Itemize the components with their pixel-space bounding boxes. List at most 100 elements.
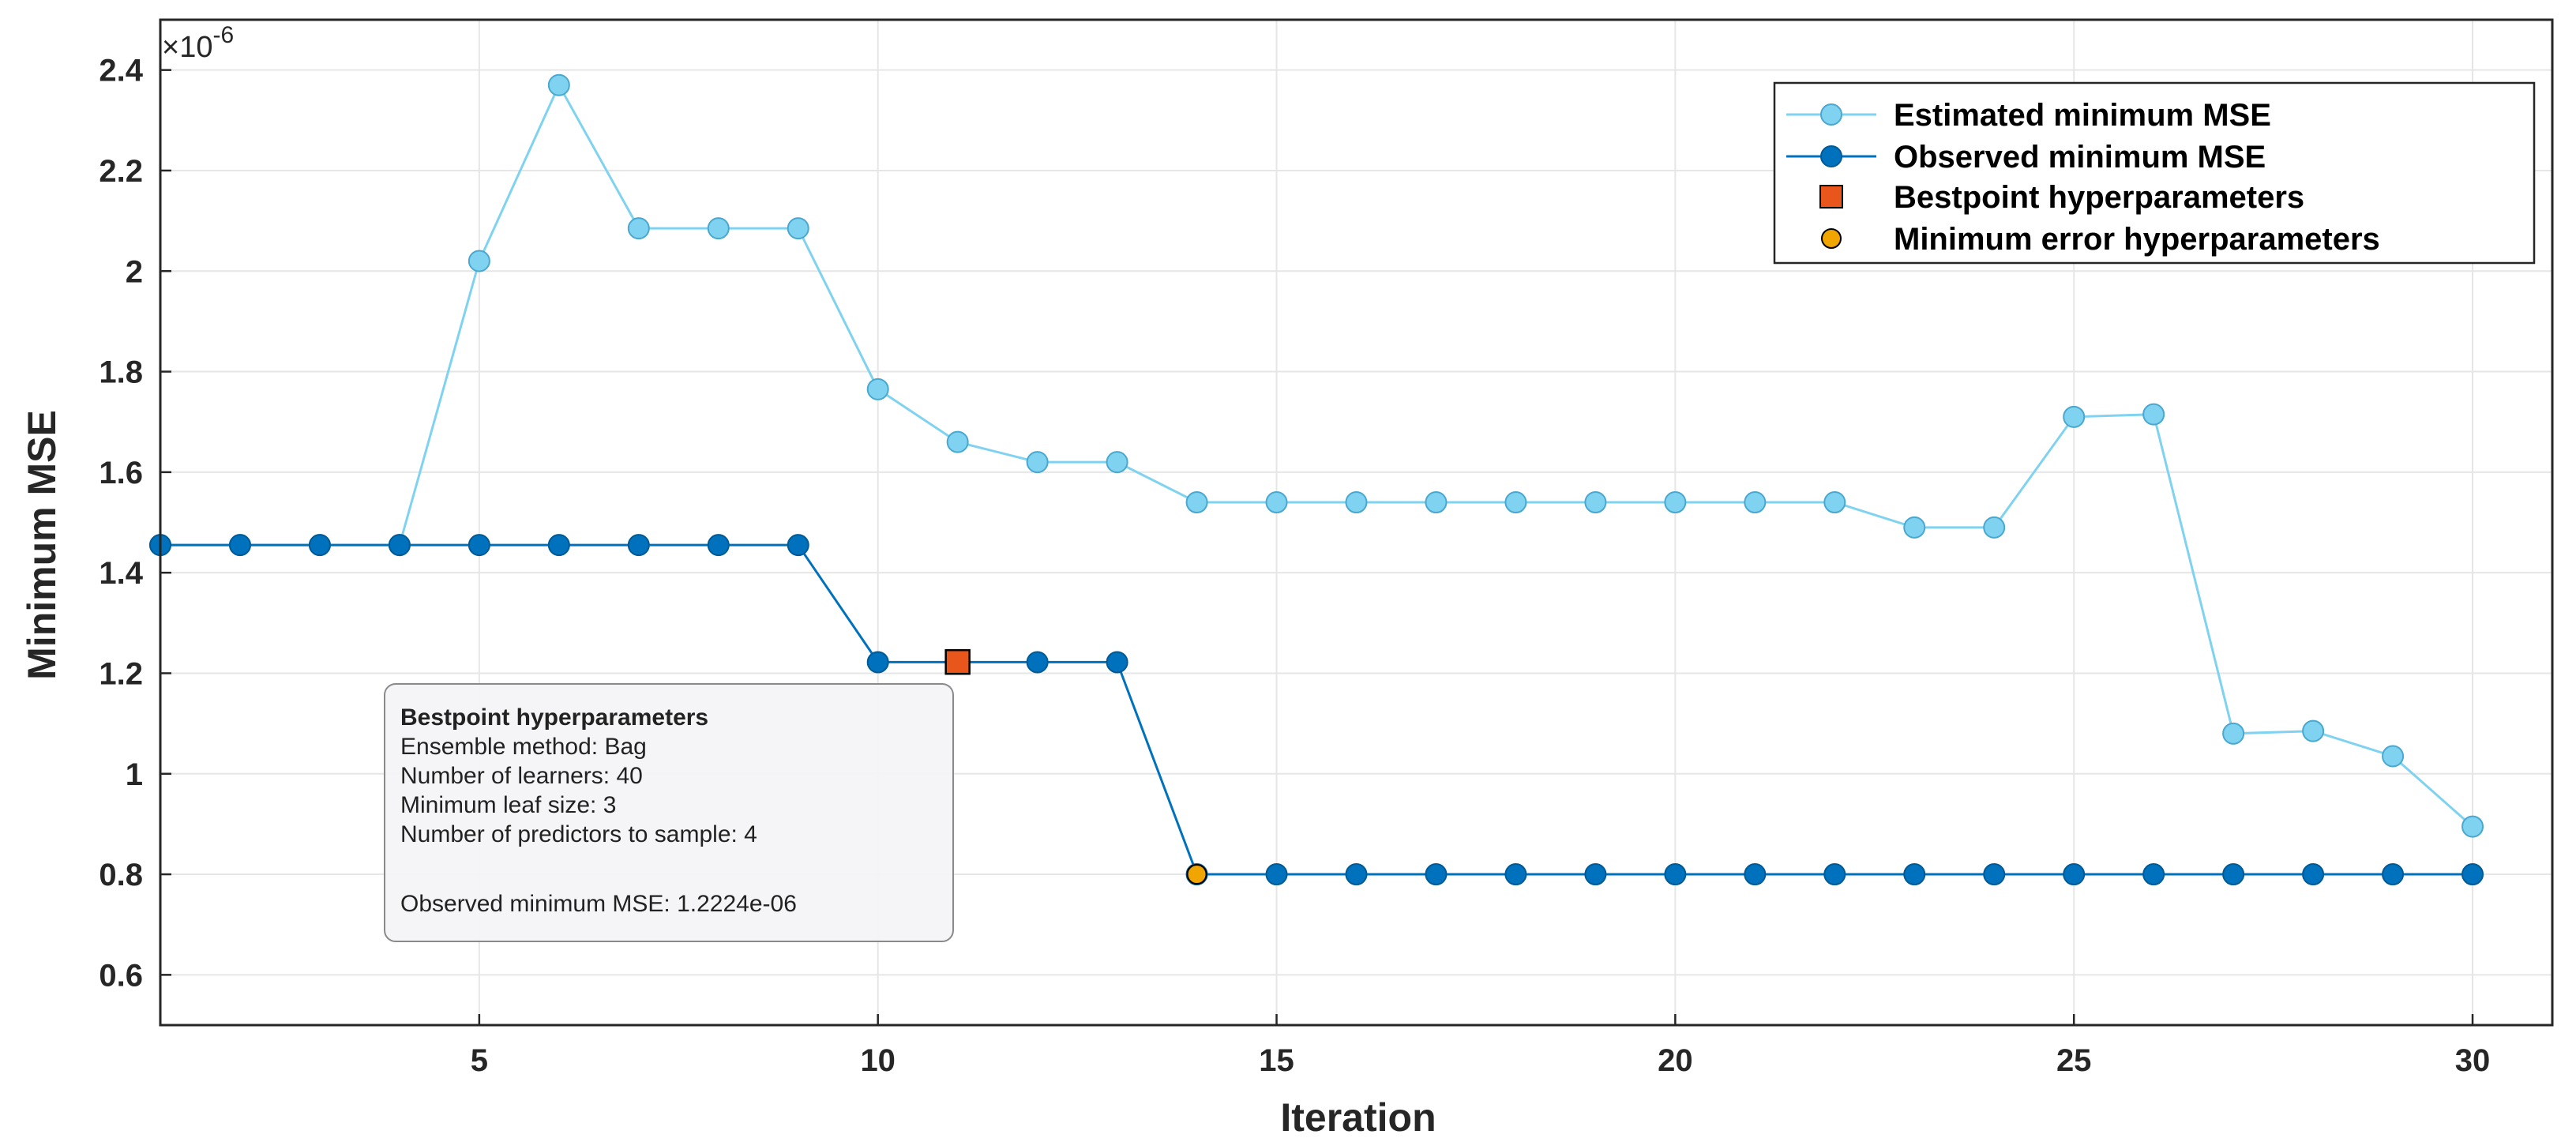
series-points xyxy=(149,73,2484,886)
y-tick-label: 1.2 xyxy=(99,656,143,691)
x-tick-label: 25 xyxy=(2056,1043,2092,1078)
point-estimated xyxy=(1185,491,1208,514)
point-estimated xyxy=(627,217,650,240)
y-tick-label: 2.2 xyxy=(99,154,143,189)
datatip-line: Minimum leaf size: 3 xyxy=(400,792,616,818)
point-estimated xyxy=(2222,722,2245,745)
point-observed xyxy=(1903,863,1926,886)
y-ticks: 0.6 0.8 1 1.2 1.4 1.6 1.8 2 2.2 2.4 xyxy=(99,54,171,993)
legend-label-minerror: Minimum error hyperparameters xyxy=(1894,222,2380,257)
datatip-line: Observed minimum MSE: 1.2224e-06 xyxy=(400,891,797,917)
point-observed xyxy=(1823,863,1846,886)
series-line-observed xyxy=(160,543,2473,876)
series-lines xyxy=(160,82,2473,876)
y-tick-label: 2 xyxy=(126,254,143,289)
point-estimated xyxy=(1664,491,1687,514)
datatip-line: Number of learners: 40 xyxy=(400,763,643,789)
point-estimated xyxy=(1504,491,1527,514)
point-estimated xyxy=(1744,491,1767,514)
x-tick-label: 10 xyxy=(860,1043,896,1078)
point-observed xyxy=(1504,863,1527,886)
legend-label-estimated: Estimated minimum MSE xyxy=(1894,98,2271,133)
legend-box xyxy=(1773,81,2536,265)
y-tick-label: 1.6 xyxy=(99,456,143,490)
point-estimated xyxy=(1584,491,1607,514)
point-observed xyxy=(1744,863,1767,886)
point-observed xyxy=(1425,863,1448,886)
y-tick-label: 1 xyxy=(126,757,143,792)
x-tick-label: 5 xyxy=(471,1043,488,1078)
legend: Estimated minimum MSE Observed minimum M… xyxy=(1773,81,2536,265)
y-tick-label: 0.8 xyxy=(99,858,143,892)
y-tick-label: 0.6 xyxy=(99,958,143,993)
point-observed xyxy=(627,534,650,557)
point-observed xyxy=(2382,863,2405,886)
datatip-line: Ensemble method: Bag xyxy=(400,734,647,760)
x-tick-label: 30 xyxy=(2455,1043,2491,1078)
point-estimated xyxy=(1265,491,1288,514)
special-markers xyxy=(944,648,1207,885)
legend-label-bestpoint: Bestpoint hyperparameters xyxy=(1894,180,2304,215)
y-multiplier: ×10-6 xyxy=(162,22,234,64)
point-observed xyxy=(2142,863,2165,886)
legend-label-observed: Observed minimum MSE xyxy=(1894,140,2266,175)
y-axis-label: Minimum MSE xyxy=(20,410,64,680)
point-observed xyxy=(1664,863,1687,886)
legend-marker-bestpoint xyxy=(1819,185,1843,208)
point-estimated xyxy=(1106,451,1128,474)
y-tick-label: 2.4 xyxy=(99,54,143,88)
datatip: Bestpoint hyperparameters Ensemble metho… xyxy=(384,683,954,942)
point-observed xyxy=(707,534,730,557)
point-observed xyxy=(308,534,331,557)
point-observed xyxy=(547,534,570,557)
point-observed xyxy=(787,534,809,557)
series-line-estimated xyxy=(160,82,2473,828)
point-estimated xyxy=(1345,491,1368,514)
x-axis-label: Iteration xyxy=(1280,1095,1436,1140)
bestpoint-marker xyxy=(944,648,971,675)
point-estimated xyxy=(2063,405,2086,428)
point-estimated xyxy=(2382,745,2405,768)
datatip-title: Bestpoint hyperparameters xyxy=(400,704,708,731)
point-estimated xyxy=(866,378,889,400)
point-estimated xyxy=(707,217,730,240)
x-ticks: 5 10 15 20 25 30 xyxy=(471,1014,2491,1078)
point-observed xyxy=(1345,863,1368,886)
point-observed xyxy=(1983,863,2006,886)
min-error-marker xyxy=(1186,864,1207,885)
point-estimated xyxy=(547,73,570,96)
point-estimated xyxy=(1983,516,2006,539)
point-observed xyxy=(2222,863,2245,886)
point-estimated xyxy=(1823,491,1846,514)
point-observed xyxy=(2461,863,2484,886)
point-observed xyxy=(1106,651,1128,674)
point-observed xyxy=(2063,863,2086,886)
x-tick-label: 15 xyxy=(1259,1043,1294,1078)
point-observed xyxy=(1026,651,1049,674)
point-observed xyxy=(388,534,411,557)
y-tick-label: 1.8 xyxy=(99,355,143,390)
point-observed xyxy=(1584,863,1607,886)
point-estimated xyxy=(1026,451,1049,474)
point-estimated xyxy=(2142,403,2165,426)
point-observed xyxy=(1265,863,1288,886)
point-estimated xyxy=(1903,516,1926,539)
point-estimated xyxy=(1425,491,1448,514)
point-observed xyxy=(2302,863,2325,886)
legend-marker-minerror xyxy=(1821,228,1842,249)
y-tick-label: 1.4 xyxy=(99,556,143,591)
point-observed xyxy=(468,534,490,557)
point-estimated xyxy=(787,217,809,240)
point-estimated xyxy=(468,250,490,272)
datatip-box xyxy=(384,683,954,942)
point-estimated xyxy=(2302,719,2325,742)
legend-marker-observed xyxy=(1820,145,1842,167)
point-observed xyxy=(866,651,889,674)
x-tick-label: 20 xyxy=(1658,1043,1693,1078)
point-estimated xyxy=(946,430,969,453)
datatip-line: Number of predictors to sample: 4 xyxy=(400,821,757,847)
axes-box xyxy=(159,18,2554,1027)
point-estimated xyxy=(2461,815,2484,838)
legend-marker-estimated xyxy=(1820,103,1842,126)
